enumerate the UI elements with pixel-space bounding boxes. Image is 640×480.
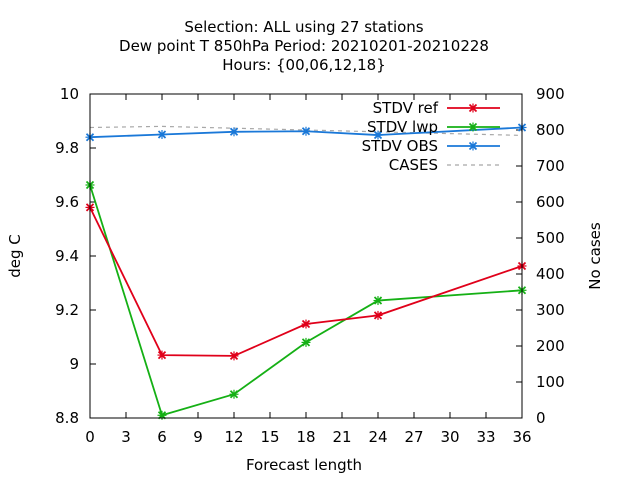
y2-tick-label: 400 (536, 265, 565, 283)
tick-labels: 0 3 6 9 12 15 18 21 24 27 30 33 368.899.29.49.69.810… (55, 85, 565, 446)
x-tick-label: 0 (85, 428, 95, 446)
x-tick-label: 12 (224, 428, 243, 446)
legend-entry-stdv-obs: STDV OBS (362, 137, 500, 155)
y-axis-label: deg C (6, 234, 24, 278)
y2-tick-label: 200 (536, 337, 565, 355)
x-axis-label: Forecast length (246, 456, 362, 474)
data-point (373, 296, 383, 306)
legend-label: STDV OBS (362, 137, 438, 155)
chart-title: Selection: ALL using 27 stations Dew poi… (119, 18, 489, 74)
y-tick-label: 9.8 (55, 139, 79, 157)
x-tick-label: 24 (368, 428, 387, 446)
series-stdv-obs (85, 122, 527, 142)
series-cases (89, 125, 523, 136)
y-tick-label: 9.4 (55, 247, 79, 265)
y2-tick-label: 900 (536, 85, 565, 103)
y2-tick-label: 500 (536, 229, 565, 247)
legend-label: CASES (389, 156, 438, 174)
axis-ticks (89, 93, 523, 419)
title-line-2: Dew point T 850hPa Period: 20210201-2021… (119, 37, 489, 55)
legend-entry-stdv-ref: STDV ref (373, 99, 500, 117)
data-point (157, 130, 167, 139)
y-tick-label: 8.8 (55, 409, 79, 427)
legend-label: STDV ref (373, 99, 439, 117)
y2-tick-label: 800 (536, 121, 565, 139)
y2-tick-label: 700 (536, 157, 565, 175)
data-point (157, 350, 167, 360)
title-line-1: Selection: ALL using 27 stations (184, 18, 423, 36)
data-point (229, 127, 239, 137)
x-tick-label: 15 (260, 428, 279, 446)
x-tick-label: 33 (476, 428, 495, 446)
series-stdv-ref (85, 202, 527, 361)
y2-tick-label: 100 (536, 373, 565, 391)
legend-label: STDV lwp (367, 118, 438, 136)
series-line-stdv-obs (89, 126, 523, 139)
y-tick-label: 10 (60, 85, 79, 103)
y2-tick-label: 600 (536, 193, 565, 211)
y2-axis-label: No cases (586, 222, 604, 290)
title-line-3: Hours: {00,06,12,18} (222, 56, 386, 74)
data-point (373, 130, 383, 140)
plot-frame (89, 93, 523, 419)
x-tick-label: 27 (404, 428, 423, 446)
x-tick-label: 9 (193, 428, 203, 446)
data-point (301, 126, 311, 136)
x-tick-label: 36 (512, 428, 531, 446)
series-line-cases (89, 125, 523, 136)
series-stdv-lwp (85, 180, 527, 420)
y-tick-label: 9 (69, 355, 79, 373)
data-point (229, 351, 239, 361)
series-line-stdv-lwp (89, 184, 523, 417)
y2-tick-label: 300 (536, 301, 565, 319)
y-tick-label: 9.2 (55, 301, 79, 319)
legend-entry-stdv-lwp: STDV lwp (367, 118, 500, 136)
series-layer (85, 122, 527, 420)
x-tick-label: 3 (121, 428, 131, 446)
x-tick-label: 6 (157, 428, 167, 446)
x-tick-label: 30 (440, 428, 459, 446)
data-point (229, 389, 239, 399)
x-tick-label: 18 (296, 428, 315, 446)
x-tick-label: 21 (332, 428, 351, 446)
data-point (301, 337, 311, 347)
data-point (373, 310, 383, 320)
legend-entry-cases: CASES (389, 156, 500, 174)
series-line-stdv-ref (89, 207, 523, 357)
data-point (301, 319, 311, 329)
y2-tick-label: 0 (536, 409, 546, 427)
y-tick-label: 9.6 (55, 193, 79, 211)
